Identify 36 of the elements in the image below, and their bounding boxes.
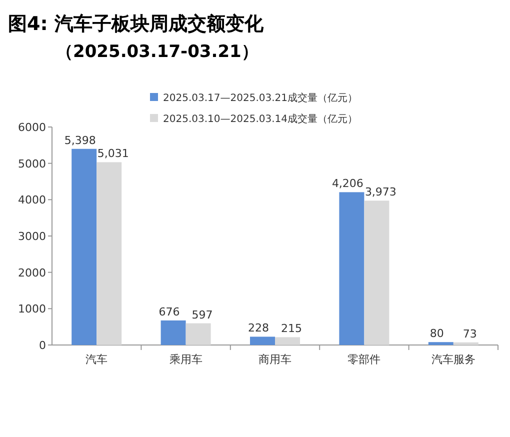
x-tick-label: 汽车	[86, 353, 108, 366]
x-tick-label: 商用车	[258, 353, 292, 366]
data-label: 5,031	[97, 147, 129, 160]
bar	[96, 162, 122, 345]
bar	[339, 192, 364, 345]
data-label: 228	[248, 322, 269, 335]
bar	[72, 148, 97, 345]
bar	[428, 342, 454, 345]
data-label: 4,206	[332, 177, 364, 190]
bar	[186, 323, 211, 345]
y-tick-label: 1000	[18, 302, 46, 316]
y-tick-label: 3000	[18, 230, 46, 243]
data-label: 5,398	[64, 134, 96, 147]
x-tick-label: 汽车服务	[431, 353, 476, 366]
data-label: 215	[281, 322, 302, 336]
data-label: 3,973	[364, 186, 396, 199]
data-label: 73	[462, 327, 477, 340]
legend-label: 2025.03.17—2025.03.21成交量（亿元）	[163, 92, 358, 104]
chart-subtitle: （2025.03.17-03.21）	[56, 42, 258, 62]
chart-title: 图4: 汽车子板块周成交额变化	[8, 13, 264, 35]
y-tick-label: 0	[39, 339, 46, 352]
x-tick-label: 零部件	[348, 353, 381, 366]
legend-label: 2025.03.10—2025.03.14成交量（亿元）	[163, 113, 358, 125]
bar	[275, 337, 300, 345]
bar	[364, 200, 390, 345]
data-label: 676	[158, 305, 180, 318]
y-tick-label: 6000	[18, 121, 46, 134]
y-tick-label: 4000	[18, 194, 46, 207]
y-tick-label: 2000	[18, 266, 46, 280]
y-tick-label: 5000	[18, 157, 46, 170]
bar	[453, 342, 478, 345]
data-label: 597	[192, 308, 213, 322]
bar	[160, 320, 186, 345]
data-label: 80	[430, 327, 444, 340]
bar	[250, 336, 275, 345]
x-tick-label: 乘用车	[169, 353, 202, 366]
